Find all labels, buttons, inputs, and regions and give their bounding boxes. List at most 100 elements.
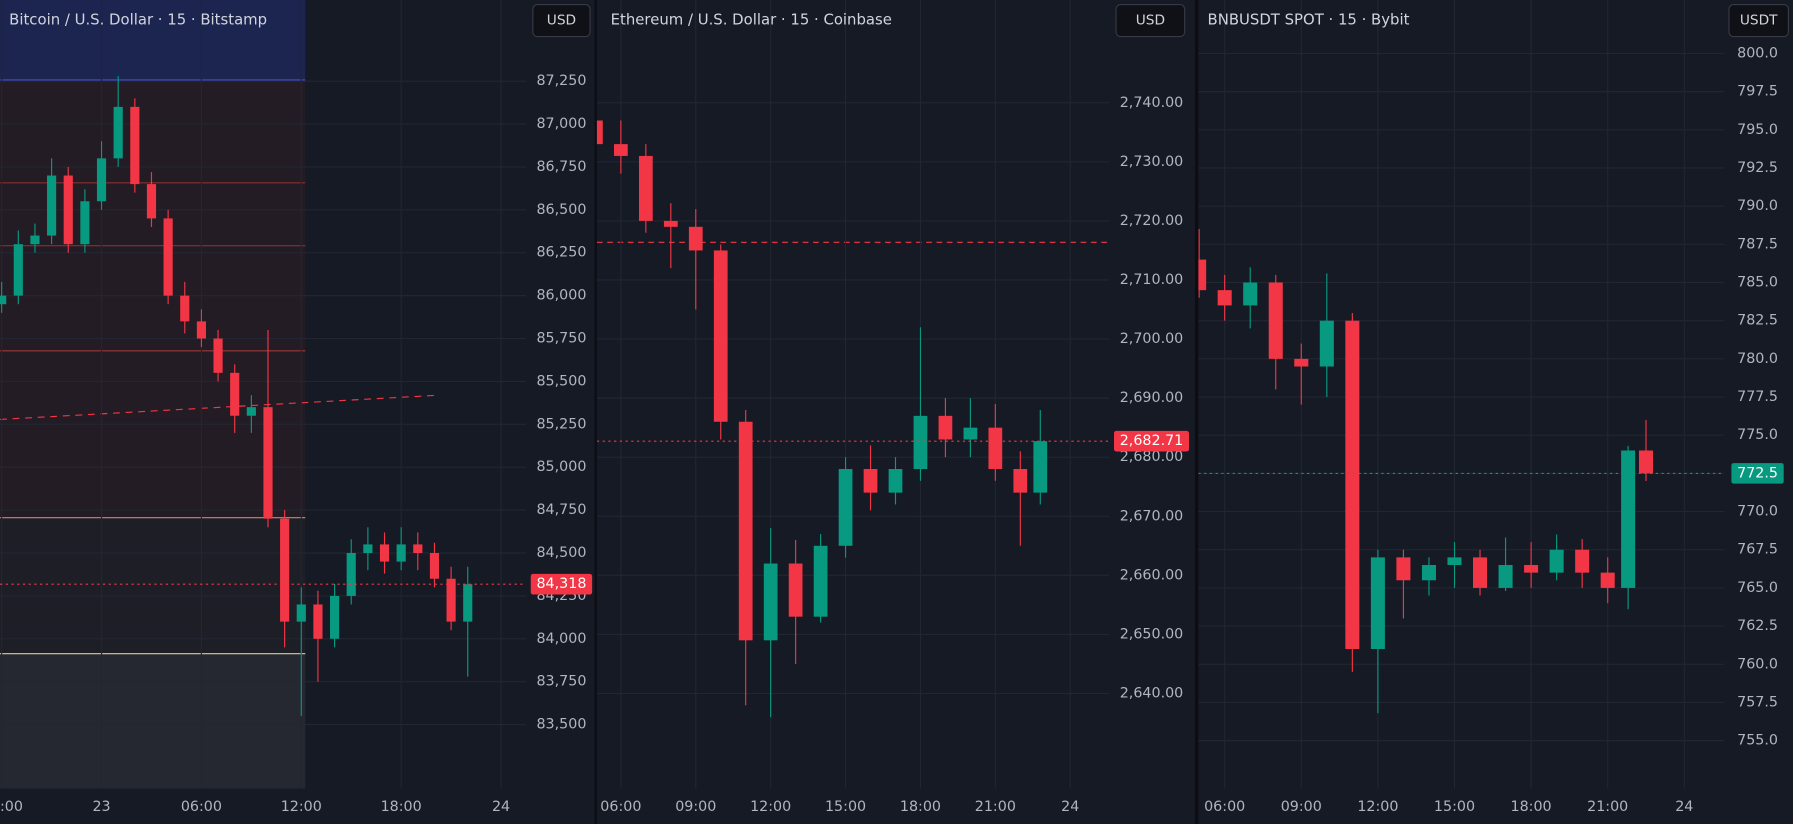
- chart-title: BNBUSDT SPOT · 15 · Bybit: [1208, 11, 1410, 29]
- candle-body: [213, 338, 223, 373]
- candle-body: [1198, 259, 1207, 291]
- plot-area: [0, 0, 527, 789]
- currency-label[interactable]: USD: [1136, 13, 1165, 29]
- candle-body: [1621, 450, 1636, 588]
- candle-body: [596, 120, 603, 145]
- y-tick-label: 2,680.00: [1120, 449, 1184, 465]
- panel-bnb: [1198, 0, 1793, 824]
- y-tick-label: 795.0: [1737, 122, 1778, 138]
- plot-area: [1198, 0, 1725, 789]
- x-tick-label: 18:00: [1511, 799, 1552, 815]
- y-tick-label: 86,750: [536, 159, 586, 175]
- candle-body: [1498, 565, 1513, 588]
- candle-body: [1447, 557, 1462, 566]
- candle-body: [638, 155, 653, 221]
- zone: [0, 80, 306, 518]
- x-tick-label: 15:00: [825, 799, 866, 815]
- candle-body: [838, 469, 853, 546]
- zone: [0, 517, 306, 654]
- candle-body: [379, 544, 390, 562]
- y-tick-label: 2,710.00: [1120, 272, 1184, 288]
- currency-label[interactable]: USD: [547, 13, 576, 29]
- candle-body: [130, 106, 140, 185]
- trend-line: [0, 394, 435, 420]
- y-tick-label: 770.0: [1737, 504, 1778, 520]
- x-tick-label: 09:00: [675, 799, 716, 815]
- x-tick-label: 24: [492, 799, 510, 815]
- y-tick-label: 86,500: [536, 202, 586, 218]
- candle-body: [313, 604, 323, 639]
- chart-title: Ethereum / U.S. Dollar · 15 · Coinbase: [611, 11, 892, 29]
- candle-body: [1421, 565, 1436, 581]
- last-price-label: 772.5: [1737, 465, 1778, 481]
- candle-body: [80, 201, 90, 245]
- candle-body: [429, 552, 440, 579]
- candle-body: [614, 144, 628, 156]
- y-tick-label: 85,000: [536, 459, 586, 475]
- y-tick-label: 87,250: [536, 73, 586, 89]
- candle-body: [196, 321, 206, 339]
- y-tick-label: 797.5: [1737, 84, 1778, 100]
- candle-body: [396, 544, 406, 562]
- last-price-label: 2,682.71: [1120, 433, 1184, 449]
- x-tick-label: 23: [92, 799, 110, 815]
- x-tick-label: 12:00: [281, 799, 322, 815]
- y-tick-label: 775.0: [1737, 427, 1778, 443]
- currency-button[interactable]: [1728, 4, 1789, 38]
- chart: 83,50083,75084,00084,25084,50084,75085,0…: [0, 0, 593, 815]
- y-tick-label: 792.5: [1737, 160, 1778, 176]
- candle-body: [1524, 565, 1539, 573]
- y-tick-label: 780.0: [1737, 351, 1778, 367]
- drawing-tools: [0, 0, 435, 789]
- y-tick-label: 2,700.00: [1120, 331, 1184, 347]
- y-tick-label: 85,500: [536, 373, 586, 389]
- y-tick-label: 757.5: [1737, 694, 1778, 710]
- candle-body: [446, 578, 456, 622]
- candle-body: [1638, 450, 1654, 474]
- candle-body: [1033, 441, 1048, 493]
- x-tick-label: 06:00: [1204, 799, 1245, 815]
- candle-body: [1473, 557, 1488, 588]
- x-tick-label: 09:00: [1281, 799, 1322, 815]
- candle-body: [713, 250, 728, 422]
- y-tick-label: 2,690.00: [1120, 390, 1184, 406]
- candle-body: [1396, 557, 1411, 581]
- candle-body: [1268, 282, 1283, 359]
- x-tick-label: 18:00: [900, 799, 941, 815]
- currency-button[interactable]: [1115, 4, 1186, 38]
- candle-body: [813, 545, 828, 617]
- x-tick-label: 21:00: [1587, 799, 1628, 815]
- candle-body: [296, 604, 306, 622]
- currency-label[interactable]: USDT: [1740, 13, 1778, 29]
- y-tick-label: 787.5: [1737, 236, 1778, 252]
- candle-body: [96, 158, 107, 202]
- x-tick-label: 24: [1061, 799, 1079, 815]
- candle-body: [363, 544, 373, 553]
- candle-body: [1345, 320, 1360, 649]
- y-tick-label: 800.0: [1737, 45, 1778, 61]
- candle-body: [963, 427, 978, 440]
- x-tick-label: 24: [1675, 799, 1693, 815]
- y-tick-label: 760.0: [1737, 656, 1778, 672]
- candle-body: [688, 226, 703, 251]
- zone: [0, 653, 306, 789]
- candle-body: [1600, 572, 1615, 588]
- last-price-badge: [1114, 430, 1189, 452]
- candle-body: [863, 469, 878, 493]
- candle-body: [413, 544, 423, 553]
- y-tick-label: 84,500: [536, 545, 586, 561]
- candle-body: [1370, 557, 1385, 649]
- candle-body: [938, 415, 953, 440]
- candle-body: [280, 518, 290, 622]
- y-tick-label: 84,000: [536, 631, 586, 647]
- y-tick-label: 85,750: [536, 331, 586, 347]
- candle-body: [163, 218, 173, 296]
- y-tick-label: 87,000: [536, 116, 586, 132]
- y-tick-label: 777.5: [1737, 389, 1778, 405]
- currency-button[interactable]: [532, 4, 591, 38]
- candle-body: [988, 427, 1003, 470]
- y-tick-label: 762.5: [1737, 618, 1778, 634]
- candle-body: [1294, 358, 1309, 367]
- y-tick-label: 2,730.00: [1120, 154, 1184, 170]
